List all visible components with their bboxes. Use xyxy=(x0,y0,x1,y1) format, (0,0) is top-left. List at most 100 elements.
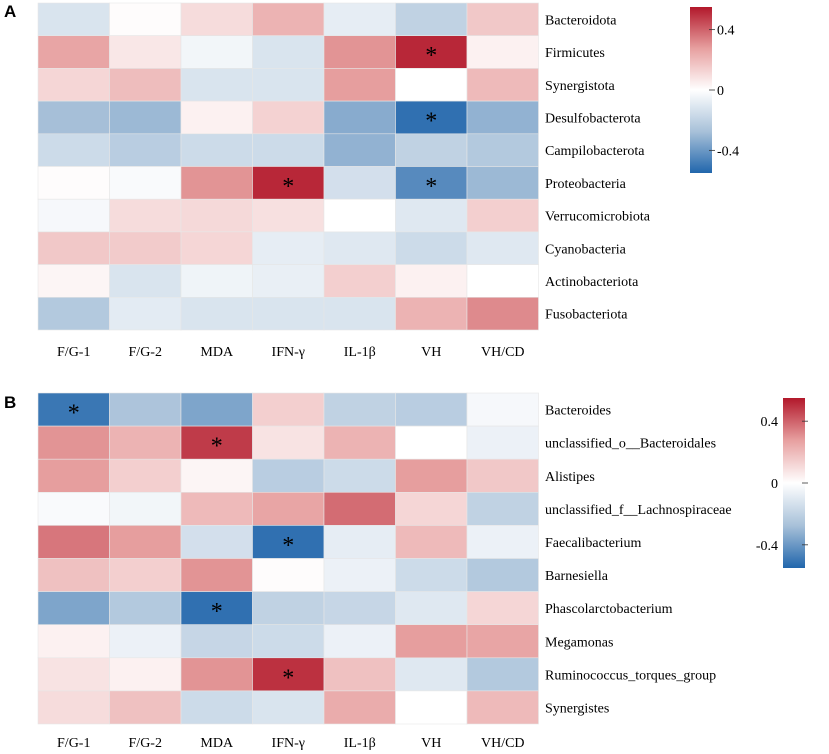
legend-colorbar-b xyxy=(783,398,805,568)
heatmap-cell xyxy=(180,690,253,725)
row-labels-b: Bacteroides unclassified_o__Bacteroidales… xyxy=(545,404,732,717)
row-label: Barnesiella xyxy=(545,569,609,584)
heatmap-cell xyxy=(180,657,253,692)
heatmap-cell xyxy=(252,264,325,298)
legend-tick-label: 0 xyxy=(771,477,778,492)
heatmap-cell xyxy=(466,591,539,625)
heatmap-cell xyxy=(37,166,110,200)
heatmap-cell xyxy=(37,68,110,102)
heatmap-cell xyxy=(323,296,396,331)
row-label: Phascolarctobacterium xyxy=(545,602,673,617)
heatmap-cell xyxy=(323,392,396,427)
row-label: Megamonas xyxy=(545,635,613,650)
heatmap-cell xyxy=(37,264,110,298)
heatmap-panel-a: A * * * * Bacteroidota Firmicutes Synergistot… xyxy=(4,2,739,360)
heatmap-cell xyxy=(466,231,539,265)
heatmap-cell xyxy=(37,100,110,135)
heatmap-cell xyxy=(466,624,539,659)
row-label: Cyanobacteria xyxy=(545,242,627,257)
column-label: VH xyxy=(421,736,441,751)
legend-tick-label: 0.4 xyxy=(717,24,735,39)
heatmap-cell xyxy=(37,458,110,493)
heatmap-cell xyxy=(180,392,253,427)
heatmap-cell xyxy=(37,425,110,460)
heatmap-cell xyxy=(466,198,539,233)
heatmap-cell xyxy=(252,296,325,331)
heatmap-cell xyxy=(252,35,325,69)
heatmap-cell xyxy=(109,2,182,37)
heatmap-cell xyxy=(252,2,325,37)
heatmap-cell xyxy=(252,231,325,265)
column-label: F/G-1 xyxy=(57,736,90,751)
heatmap-cell xyxy=(395,133,468,167)
column-label: F/G-1 xyxy=(57,345,90,360)
significance-star: * xyxy=(211,599,223,625)
heatmap-cell xyxy=(395,491,468,526)
heatmap-cell xyxy=(395,458,468,493)
heatmap-cell xyxy=(109,198,182,233)
heatmap-cell xyxy=(323,231,396,265)
heatmap-cell xyxy=(109,166,182,200)
heatmap-cell xyxy=(37,558,110,592)
row-label: Faecalibacterium xyxy=(545,536,642,551)
heatmap-cell xyxy=(323,591,396,625)
heatmap-cell xyxy=(466,133,539,167)
heatmap-cell xyxy=(466,657,539,692)
heatmap-cell xyxy=(395,166,468,200)
heatmap-cell xyxy=(323,491,396,526)
heatmap-cell xyxy=(252,525,325,559)
heatmap-cell xyxy=(180,231,253,265)
row-label: Synergistota xyxy=(545,79,616,94)
column-label: IL-1β xyxy=(344,736,376,751)
row-label: Bacteroidota xyxy=(545,13,617,28)
heatmap-cell xyxy=(323,690,396,725)
column-label: MDA xyxy=(200,736,234,751)
heatmap-cell xyxy=(180,100,253,135)
heatmap-cell xyxy=(37,624,110,659)
column-label: IFN-γ xyxy=(272,345,305,360)
heatmap-cell xyxy=(466,690,539,725)
heatmap-cell xyxy=(109,133,182,167)
heatmap-cells-b xyxy=(37,392,539,725)
heatmap-cell xyxy=(466,166,539,200)
heatmap-cell xyxy=(323,198,396,233)
heatmap-cell xyxy=(466,458,539,493)
column-label: VH/CD xyxy=(481,736,525,751)
heatmap-cell xyxy=(466,100,539,135)
heatmap-cell xyxy=(323,264,396,298)
significance-star: * xyxy=(68,401,80,427)
heatmap-cell xyxy=(395,100,468,135)
legend-ticks-b: 0.4 0 -0.4 xyxy=(756,415,808,554)
heatmap-cell xyxy=(466,35,539,69)
heatmap-cell xyxy=(109,591,182,625)
heatmap-cell xyxy=(109,458,182,493)
heatmap-cell xyxy=(323,458,396,493)
heatmap-cell xyxy=(395,392,468,427)
row-label: unclassified_f__Lachnospiraceae xyxy=(545,503,732,518)
heatmap-cell xyxy=(37,2,110,37)
heatmap-cell xyxy=(109,690,182,725)
row-label: Actinobacteriota xyxy=(545,275,639,290)
heatmap-cell xyxy=(395,231,468,265)
heatmap-cell xyxy=(109,425,182,460)
heatmap-cell xyxy=(180,35,253,69)
row-label: Campilobacterota xyxy=(545,144,645,159)
heatmap-cell xyxy=(180,2,253,37)
heatmap-cell xyxy=(466,525,539,559)
heatmap-cell xyxy=(466,68,539,102)
heatmap-cell xyxy=(323,624,396,659)
heatmap-cell xyxy=(109,68,182,102)
legend-tick-label: 0.4 xyxy=(761,415,779,430)
heatmap-cell xyxy=(109,624,182,659)
heatmap-cell xyxy=(37,657,110,692)
heatmap-cell xyxy=(37,491,110,526)
heatmap-panel-b: B * * * * * Bacteroides unclassified_o__Bacte… xyxy=(4,392,808,751)
row-label: Alistipes xyxy=(545,470,595,485)
significance-markers-b: * * * * * xyxy=(68,401,295,692)
heatmap-cell xyxy=(252,392,325,427)
heatmap-cell xyxy=(323,2,396,37)
heatmap-cell xyxy=(109,264,182,298)
heatmap-cell xyxy=(109,231,182,265)
heatmap-cell xyxy=(180,558,253,592)
